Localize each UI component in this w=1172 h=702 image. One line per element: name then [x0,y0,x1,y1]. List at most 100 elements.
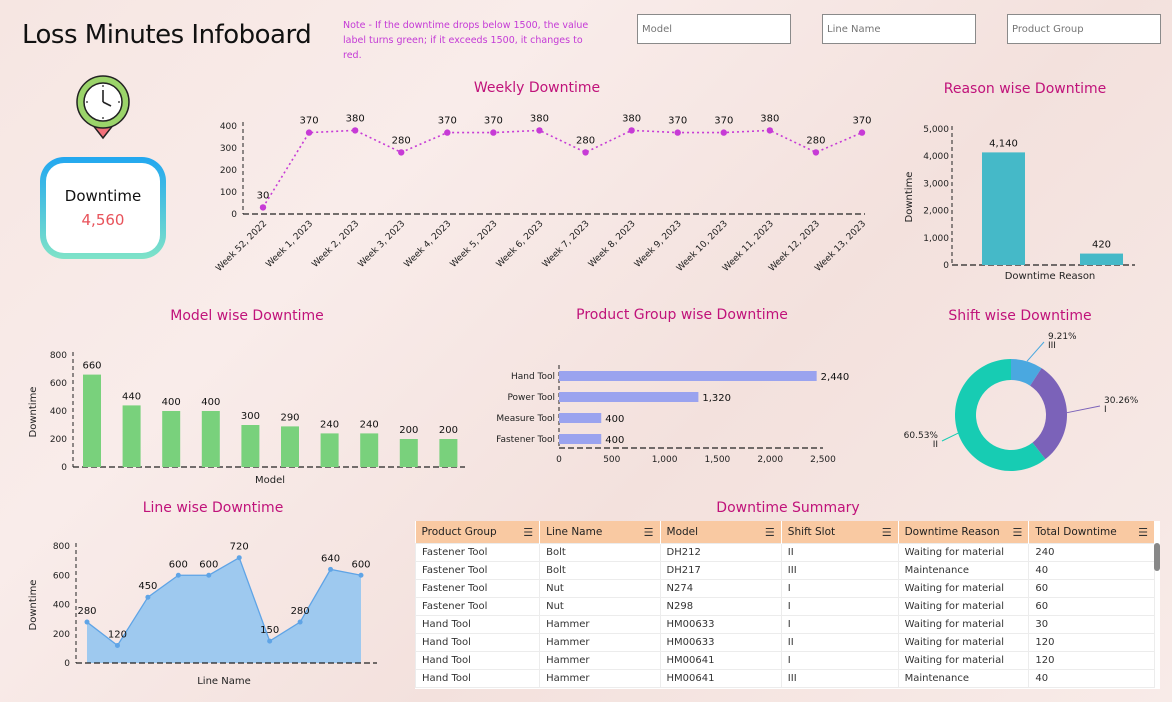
bar [122,405,141,467]
table-cell: HM00633 [659,615,782,634]
leader-line [1066,405,1101,414]
x-tick-label: Week 1, 2023 [264,219,315,270]
bar [241,425,260,467]
column-header-label: Total Downtime [1035,525,1117,538]
y-tick-label: 0 [64,659,70,669]
data-label: 660 [82,361,101,372]
column-menu-icon[interactable]: ☰ [881,525,892,539]
data-label: 370 [438,116,457,127]
table-scrollbar[interactable] [1154,543,1160,571]
x-tick-label: Week 8, 2023 [587,219,638,270]
data-point [297,619,303,625]
data-point [175,572,181,578]
data-label: 400 [605,414,624,425]
table-cell: Nut [539,597,661,616]
column-header[interactable]: Total Downtime ☰ [1028,521,1155,544]
data-point [145,594,151,600]
table-row[interactable]: Fastener Tool Bolt DH217 III Maintenance 40 [415,561,1155,580]
leader-line [941,432,959,442]
reason-downtime-chart: 0 1,000 2,000 3,000 4,000 5,000 4,140 420 Downti… [904,125,1135,282]
y-tick-label: 2,000 [923,207,949,217]
data-point [236,555,242,561]
column-header[interactable]: Shift Slot ☰ [781,521,899,544]
data-label: 370 [852,116,871,127]
table-cell: N274 [659,579,782,598]
column-header[interactable]: Product Group ☰ [415,521,541,544]
model-filter-input[interactable] [637,14,791,44]
data-label: 440 [122,391,141,402]
x-tick-label: 1,500 [705,455,731,465]
y-tick-label: 400 [53,601,70,611]
table-cell: 60 [1028,597,1155,616]
data-label: 30 [257,190,270,201]
line-name-filter-input[interactable] [822,14,976,44]
table-cell: Hand Tool [415,651,541,670]
x-tick-label: 1,000 [652,455,678,465]
data-point [858,129,866,136]
table-cell: III [780,669,899,688]
model-downtime-chart: 0 200 400 600 800 660 440 400 400 300 290 240 240 200… [28,351,465,486]
column-menu-icon[interactable]: ☰ [1012,525,1023,539]
column-header[interactable]: Downtime Reason ☰ [898,521,1030,544]
table-cell: Nut [539,579,661,598]
y-tick-label: 3,000 [923,179,949,189]
data-label: 450 [138,581,157,592]
category-label: Power Tool [507,393,555,403]
x-tick-label: Week 6, 2023 [495,219,546,270]
x-tick-label: Week 52, 2022 [214,219,269,274]
bar [559,371,817,381]
page-title: Loss Minutes Infoboard [22,20,312,50]
table-row[interactable]: Hand Tool Hammer HM00633 I Waiting for mater… [415,615,1155,634]
data-point [206,572,212,578]
series-line [262,129,863,208]
data-label: 240 [360,419,379,430]
column-header[interactable]: Line Name ☰ [539,521,661,544]
product-group-filter-input[interactable] [1007,14,1161,44]
table-cell: Waiting for material [897,615,1030,634]
table-cell: 60 [1028,579,1155,598]
column-menu-icon[interactable]: ☰ [1138,525,1148,539]
slice-category-label: III [1048,341,1056,351]
bar [559,413,602,423]
shift-chart-title: Shift wise Downtime [948,308,1092,324]
data-point [766,127,774,134]
product-group-downtime-chart: 0 500 1,000 1,500 2,000 2,500 2,440 Hand Tool 1,… [496,365,850,465]
y-tick-label: 400 [50,407,67,417]
data-label: 290 [280,412,299,423]
column-header-label: Line Name [546,525,603,538]
model-chart-title: Model wise Downtime [170,308,324,324]
table-row[interactable]: Fastener Tool Bolt DH212 II Waiting for mate… [415,543,1155,562]
x-axis-label: Downtime Reason [1005,271,1096,282]
y-axis-label: Downtime [28,580,39,631]
y-tick-label: 4,000 [923,152,949,162]
table-row[interactable]: Fastener Tool Nut N274 I Waiting for materia… [415,579,1155,598]
data-label: 150 [260,625,279,636]
data-label: 600 [169,559,188,570]
bar [320,433,339,467]
column-header[interactable]: Model ☰ [660,521,782,544]
table-row[interactable]: Hand Tool Hammer HM00633 II Waiting for mate… [415,633,1155,652]
data-label: 380 [760,113,779,124]
table-cell: Fastener Tool [415,579,541,598]
column-header-label: Product Group [421,525,497,538]
x-tick-label: 0 [556,455,562,465]
bar [162,411,181,467]
table-cell: Hand Tool [415,615,541,634]
column-menu-icon[interactable]: ☰ [643,525,654,539]
data-point [812,149,820,156]
data-point [351,127,359,134]
table-cell: Fastener Tool [415,543,541,562]
data-label: 2,440 [821,372,850,383]
table-row[interactable]: Fastener Tool Nut N298 I Waiting for materia… [415,597,1155,616]
table-row[interactable]: Hand Tool Hammer HM00641 III Maintenance 40 [415,669,1155,688]
product-group-chart-title: Product Group wise Downtime [576,307,788,323]
slice-pct-label: 60.53% [904,431,939,441]
data-label: 600 [199,559,218,570]
table-row[interactable]: Hand Tool Hammer HM00641 I Waiting for mater… [415,651,1155,670]
data-label: 370 [300,116,319,127]
column-menu-icon[interactable]: ☰ [523,525,534,539]
column-menu-icon[interactable]: ☰ [764,525,775,539]
data-label: 640 [321,553,340,564]
bar [399,439,418,467]
data-point [628,127,635,134]
